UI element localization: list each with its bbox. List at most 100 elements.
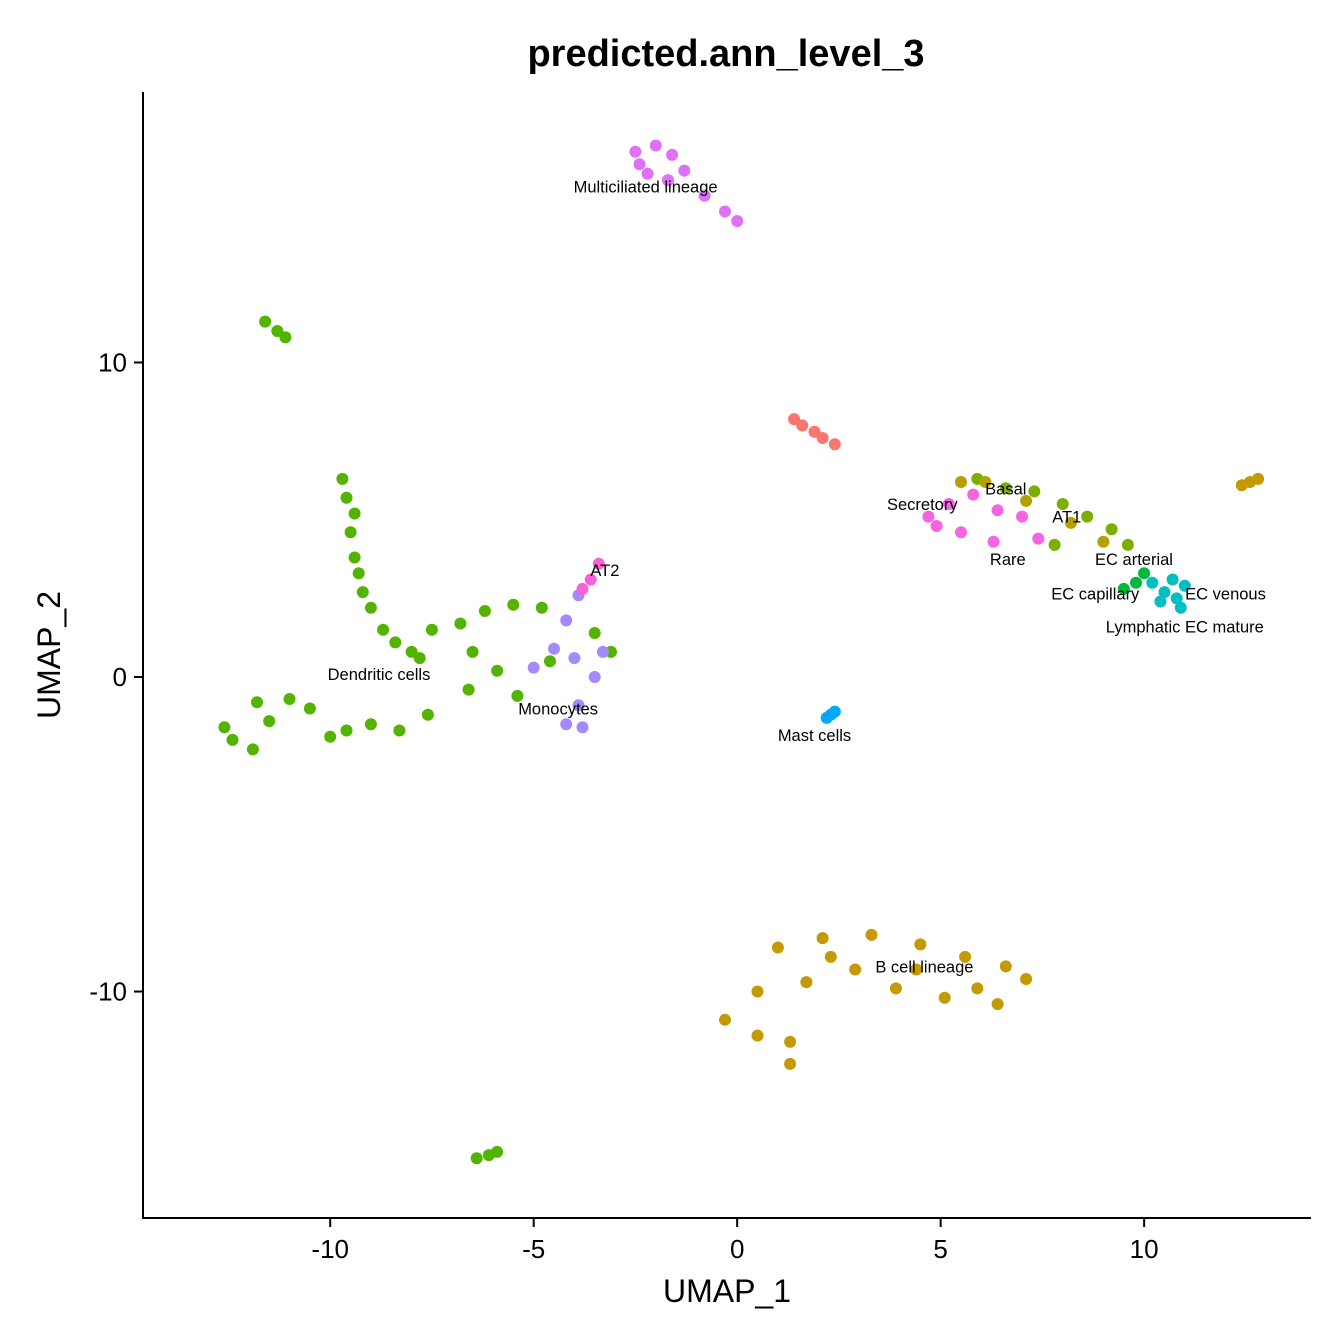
data-point [800, 976, 813, 989]
data-point [788, 413, 801, 426]
cluster-label: EC arterial [1095, 551, 1173, 569]
data-point [470, 1152, 483, 1165]
data-point [820, 711, 833, 724]
data-point [1020, 494, 1033, 507]
data-point [849, 963, 862, 976]
data-point [824, 950, 837, 963]
data-point [816, 932, 829, 945]
data-point [271, 325, 284, 337]
data-point [478, 605, 491, 617]
data-point [719, 1013, 731, 1026]
cluster-label: Lymphatic EC mature [1106, 619, 1264, 637]
data-point [303, 702, 316, 715]
cluster-label: Secretory [887, 496, 958, 514]
data-point [356, 586, 369, 599]
data-point [959, 950, 972, 963]
y-tick-label: -10 [89, 977, 127, 1007]
data-point [572, 699, 585, 712]
data-point [344, 526, 357, 539]
data-point [596, 645, 609, 658]
data-point [425, 623, 438, 636]
x-axis-ticks: -10 -5 0 5 10 [311, 1218, 1159, 1264]
data-point [364, 718, 377, 731]
data-point [413, 652, 426, 665]
data-point [348, 507, 361, 520]
data-point [938, 991, 951, 1004]
cluster-small-pink-strip [788, 413, 841, 451]
data-point [816, 432, 829, 444]
data-point [967, 488, 980, 501]
data-point [1028, 485, 1041, 498]
cluster-label: AT2 [590, 562, 619, 580]
cluster-secretory-at1 [922, 488, 1045, 548]
data-point [751, 985, 764, 998]
cluster-label-layer: Multiciliated lineage AT2 Dendritic cells M… [328, 178, 1266, 976]
data-point [991, 504, 1004, 517]
data-point [999, 482, 1012, 495]
data-point [421, 708, 434, 721]
data-point [1032, 532, 1045, 545]
cluster-at2 [576, 557, 605, 595]
data-point [955, 526, 967, 539]
x-tick-label: 10 [1130, 1234, 1159, 1264]
data-point [1154, 595, 1167, 608]
data-point [784, 1035, 797, 1048]
cluster-dendritic-stalk [336, 472, 426, 665]
cluster-dendritic-blob [218, 693, 337, 756]
data-point [1170, 592, 1183, 605]
data-point [259, 315, 272, 328]
cluster-dendritic-small-top [259, 315, 292, 344]
data-point [527, 661, 540, 674]
data-point [544, 655, 556, 668]
data-point [922, 510, 935, 523]
data-point [731, 215, 744, 227]
data-point [576, 721, 589, 734]
data-point [560, 614, 573, 627]
data-point [377, 623, 390, 636]
data-point [1178, 579, 1191, 592]
data-point [218, 721, 231, 734]
data-point [462, 683, 475, 696]
data-point [1097, 535, 1110, 548]
data-point [641, 167, 654, 180]
data-point [784, 1057, 797, 1070]
data-point [649, 139, 662, 152]
data-point [1166, 573, 1179, 586]
cluster-label: EC venous [1185, 586, 1266, 604]
data-point [808, 425, 821, 438]
x-tick-label: -10 [311, 1234, 349, 1264]
cluster-multiciliated [629, 139, 744, 227]
y-tick-label: 10 [98, 347, 127, 377]
data-point [405, 645, 418, 658]
data-point [1252, 472, 1265, 485]
data-point [633, 158, 646, 171]
data-point [910, 963, 923, 976]
data-point [588, 671, 601, 683]
data-point [348, 551, 361, 564]
data-point [796, 419, 809, 432]
data-point [1020, 973, 1033, 985]
data-point [364, 601, 377, 614]
cluster-dendritic-small-bottom [470, 1145, 504, 1165]
cluster-far-right-spot [1235, 472, 1265, 492]
data-point [955, 476, 967, 488]
data-point [548, 642, 560, 655]
cluster-mast [820, 705, 841, 724]
data-point [1130, 576, 1142, 589]
data-point [987, 535, 1000, 548]
data-point [251, 696, 263, 709]
cluster-ec-capillary [1117, 567, 1151, 595]
data-point [393, 724, 406, 737]
data-point [666, 148, 679, 161]
cluster-basal-at1-olive [971, 472, 1134, 551]
data-point [592, 557, 605, 570]
data-point [1081, 510, 1094, 523]
data-point [930, 520, 943, 532]
data-point [1174, 601, 1187, 614]
data-point [1117, 582, 1130, 595]
data-point [584, 573, 597, 586]
data-point [389, 636, 402, 649]
chart-title: predicted.ann_level_3 [527, 33, 924, 75]
cluster-basal-at1-gold [955, 476, 1110, 548]
cluster-label: Basal [985, 480, 1026, 498]
